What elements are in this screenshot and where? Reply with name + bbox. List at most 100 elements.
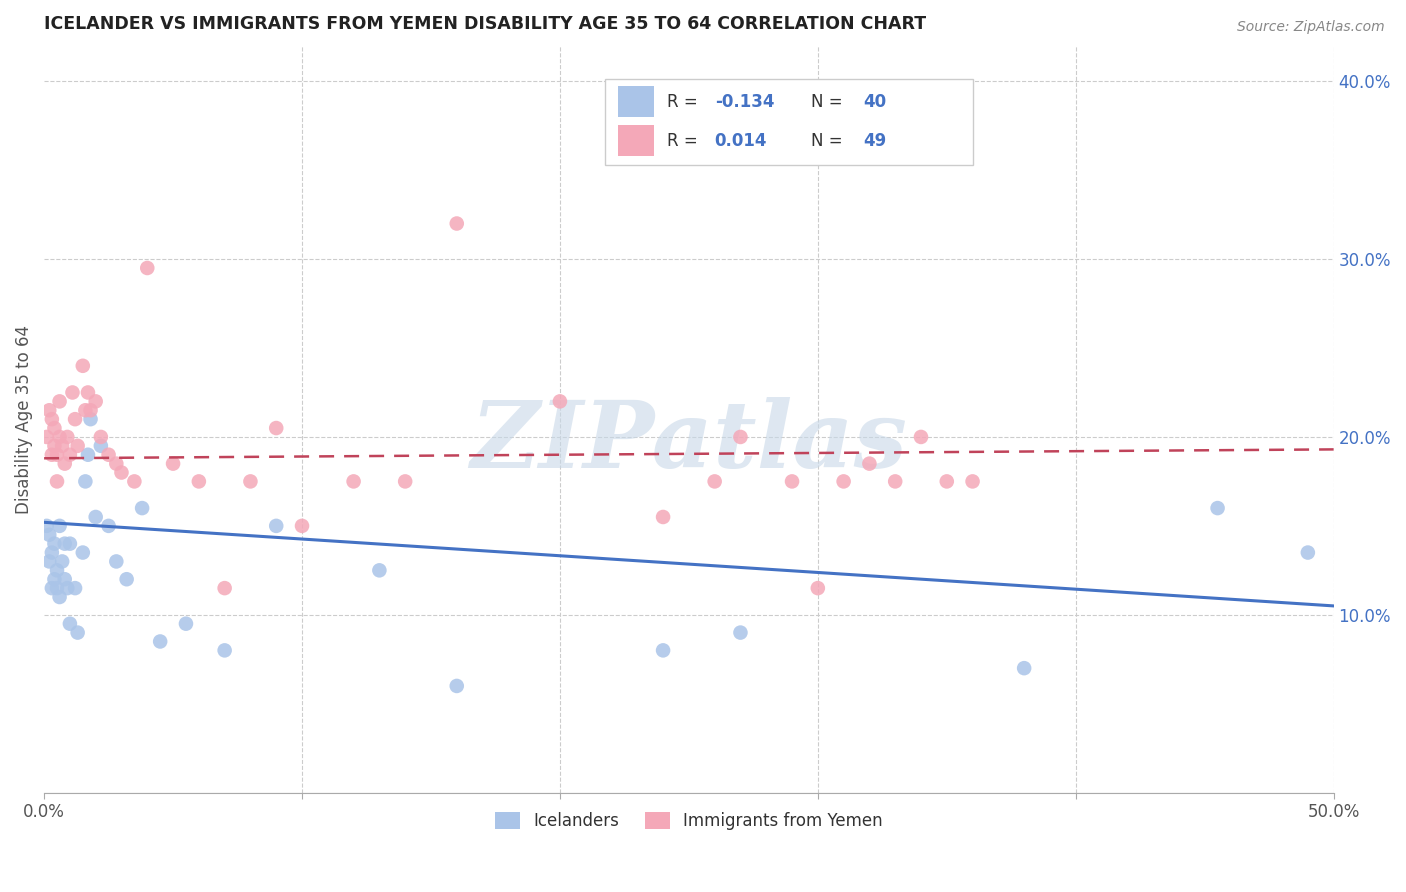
Point [56, 430, 79, 444]
Point [63, 412, 86, 426]
Point [44, 439, 66, 453]
Point [239, 475, 262, 489]
Point [1296, 545, 1319, 559]
Point [48, 519, 70, 533]
Point [46, 475, 69, 489]
Point [84, 510, 107, 524]
Point [46, 581, 69, 595]
Point [66, 625, 89, 640]
Point [124, 475, 146, 489]
Point [832, 475, 855, 489]
Point [84, 394, 107, 409]
Point [56, 581, 79, 595]
Point [780, 475, 803, 489]
Point [105, 457, 128, 471]
Point [162, 457, 184, 471]
Point [97, 448, 120, 462]
Point [115, 572, 138, 586]
Point [66, 439, 89, 453]
Point [59, 536, 82, 550]
Point [90, 430, 112, 444]
Point [730, 430, 752, 444]
Point [548, 394, 571, 409]
Point [97, 519, 120, 533]
Text: R =: R = [666, 93, 703, 111]
Point [730, 625, 752, 640]
Point [41, 581, 63, 595]
Text: -0.134: -0.134 [714, 93, 775, 111]
Text: R =: R = [666, 131, 703, 150]
Text: 49: 49 [863, 131, 886, 150]
Point [214, 643, 236, 657]
Point [59, 448, 82, 462]
Y-axis label: Disability Age 35 to 64: Disability Age 35 to 64 [15, 325, 32, 514]
Point [264, 421, 287, 435]
Point [446, 217, 468, 231]
Point [90, 439, 112, 453]
Point [131, 501, 153, 516]
Point [342, 475, 364, 489]
Point [77, 448, 100, 462]
Point [38, 403, 60, 417]
Point [51, 439, 73, 453]
Point [368, 563, 391, 577]
Point [187, 475, 209, 489]
Point [44, 572, 66, 586]
Point [38, 528, 60, 542]
Text: ZIPatlas: ZIPatlas [471, 397, 907, 486]
FancyBboxPatch shape [605, 79, 973, 165]
Point [41, 448, 63, 462]
Point [884, 475, 907, 489]
Point [1206, 501, 1229, 516]
Point [44, 421, 66, 435]
Point [1012, 661, 1035, 675]
Point [446, 679, 468, 693]
Point [59, 616, 82, 631]
Point [75, 403, 97, 417]
Point [75, 475, 97, 489]
Point [79, 403, 101, 417]
Text: N =: N = [811, 131, 848, 150]
Point [63, 581, 86, 595]
Point [174, 616, 197, 631]
Point [53, 572, 76, 586]
Point [35, 430, 58, 444]
Point [38, 554, 60, 568]
Point [48, 590, 70, 604]
Point [62, 385, 84, 400]
Point [72, 359, 94, 373]
Point [44, 536, 66, 550]
Point [136, 260, 159, 275]
Point [46, 448, 69, 462]
Text: 0.014: 0.014 [714, 131, 768, 150]
Point [77, 385, 100, 400]
Point [935, 475, 957, 489]
FancyBboxPatch shape [619, 125, 654, 156]
Point [858, 457, 880, 471]
Point [264, 519, 287, 533]
FancyBboxPatch shape [619, 86, 654, 118]
Point [703, 475, 725, 489]
Point [910, 430, 932, 444]
Point [79, 412, 101, 426]
Point [105, 554, 128, 568]
Point [394, 475, 416, 489]
Legend: Icelanders, Immigrants from Yemen: Icelanders, Immigrants from Yemen [489, 805, 889, 837]
Point [291, 519, 314, 533]
Point [46, 563, 69, 577]
Point [652, 510, 675, 524]
Text: N =: N = [811, 93, 848, 111]
Text: Source: ZipAtlas.com: Source: ZipAtlas.com [1237, 20, 1385, 34]
Point [652, 643, 675, 657]
Point [51, 554, 73, 568]
Text: ICELANDER VS IMMIGRANTS FROM YEMEN DISABILITY AGE 35 TO 64 CORRELATION CHART: ICELANDER VS IMMIGRANTS FROM YEMEN DISAB… [44, 15, 927, 33]
Point [35, 519, 58, 533]
Point [149, 634, 172, 648]
Point [214, 581, 236, 595]
Point [53, 536, 76, 550]
Point [72, 545, 94, 559]
Text: 40: 40 [863, 93, 886, 111]
Point [807, 581, 830, 595]
Point [48, 394, 70, 409]
Point [41, 545, 63, 559]
